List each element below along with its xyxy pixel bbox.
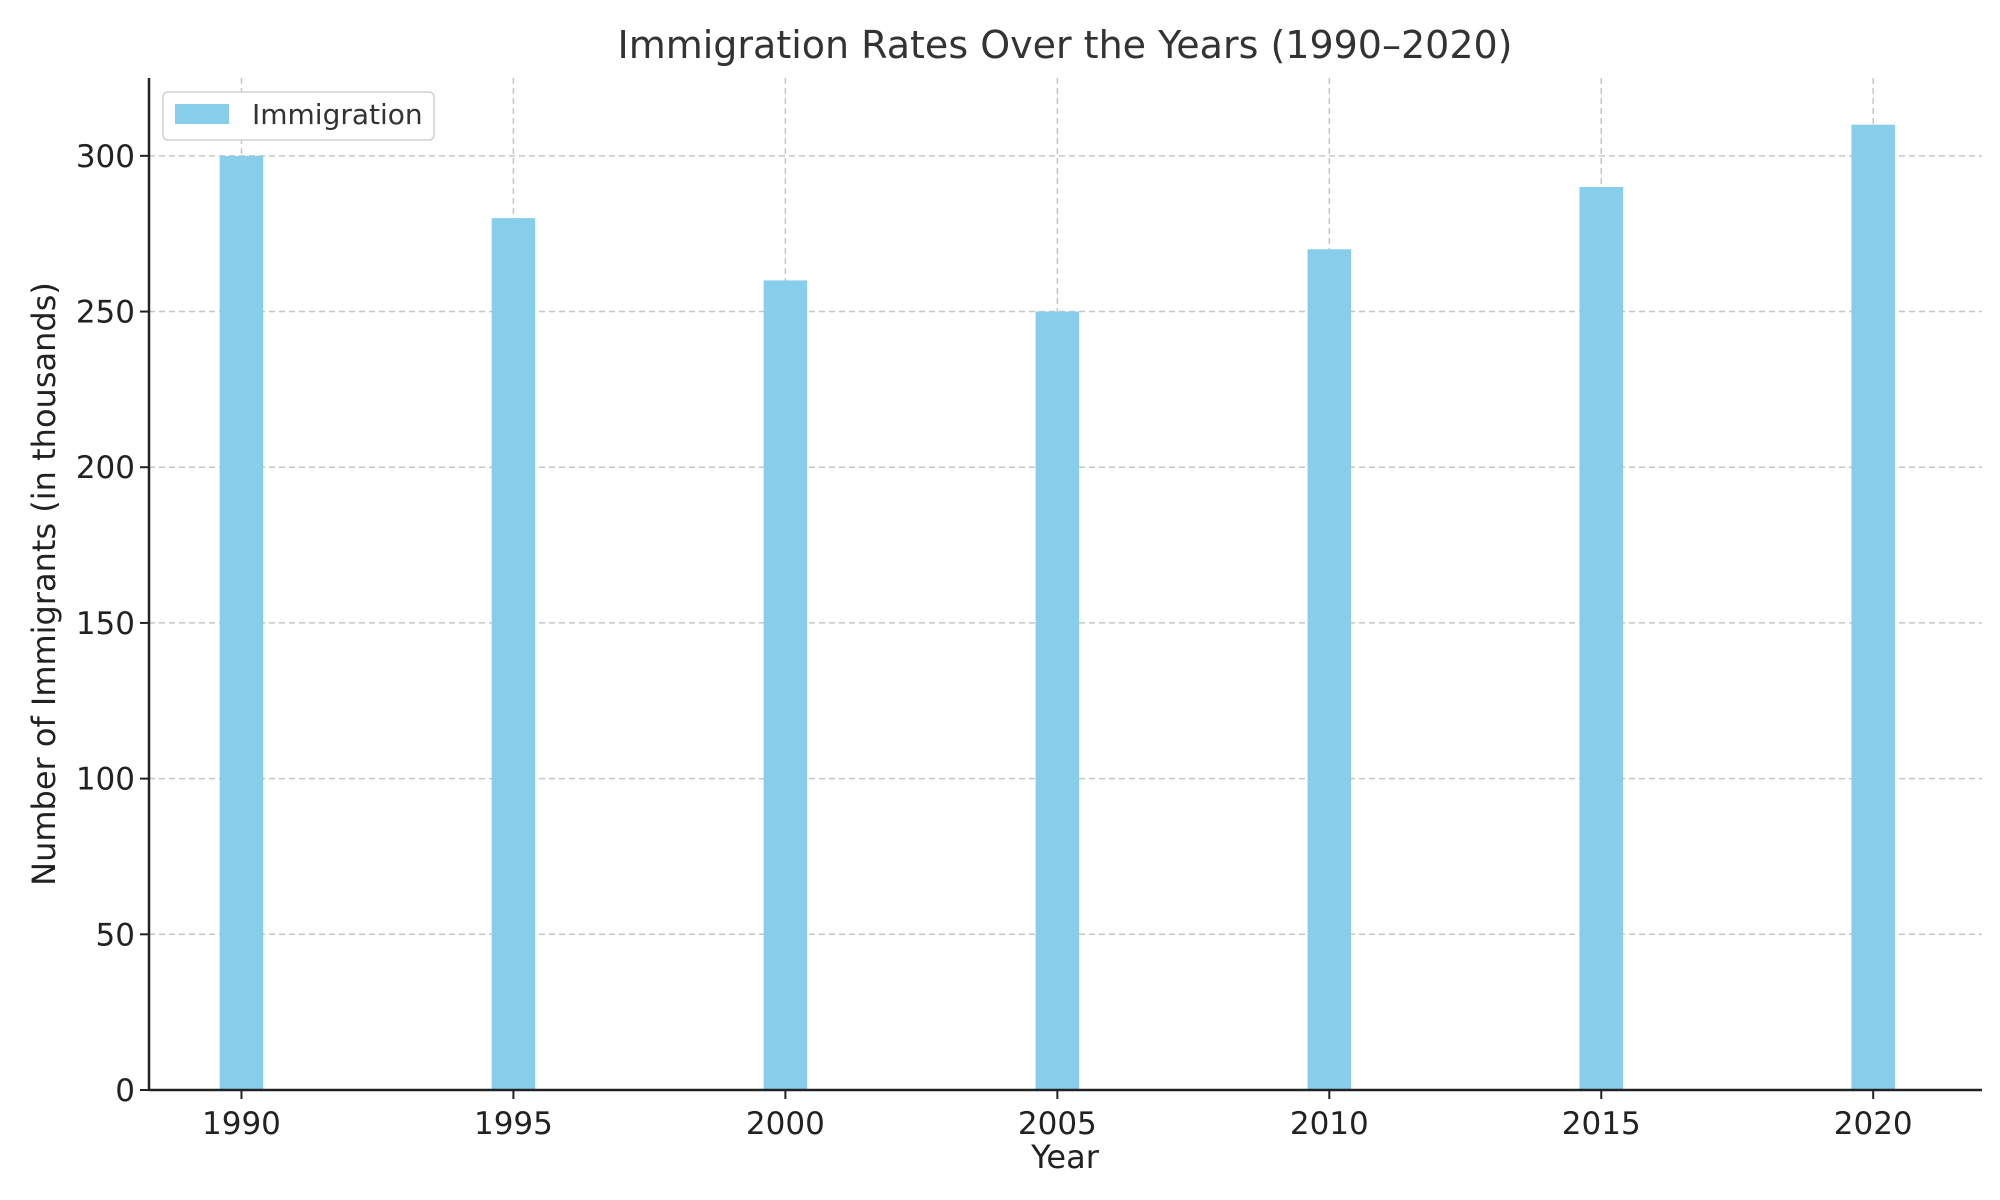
x-tick-label: 1990 [202,1106,281,1142]
bars [219,124,1895,1091]
y-tick-label: 150 [76,606,135,642]
bar-2000 [763,280,808,1090]
y-tick-label: 0 [115,1073,135,1109]
x-tick-label: 2020 [1834,1106,1913,1142]
x-tick-label: 2010 [1290,1106,1369,1142]
bar-1990 [219,155,264,1090]
y-tick-label: 300 [76,139,135,175]
x-tick-label: 2005 [1018,1106,1097,1142]
x-tick-label: 2015 [1562,1106,1641,1142]
y-axis-ticks: 0 50 100 150 200 250 300 [76,139,149,1109]
x-axis-ticks: 1990 1995 2000 2005 2010 2015 2020 [202,1090,1913,1142]
bar-2020 [1851,124,1895,1090]
x-axis-label: Year [1030,1138,1100,1176]
x-tick-label: 2000 [746,1106,825,1142]
y-tick-label: 200 [76,450,135,486]
y-tick-label: 50 [96,917,135,953]
x-tick-label: 1995 [474,1106,553,1142]
bar-1995 [491,218,536,1091]
y-tick-label: 100 [76,762,135,798]
bar-2005 [1035,311,1080,1090]
legend-swatch [175,104,229,124]
chart-title: Immigration Rates Over the Years (1990–2… [617,23,1512,67]
y-axis-label: Number of Immigrants (in thousands) [25,282,63,886]
legend: Immigration [162,91,435,141]
y-tick-label: 250 [76,295,135,331]
legend-label: Immigration [252,98,423,131]
bar-2015 [1579,186,1624,1090]
legend-frame [162,91,435,141]
bar-2010 [1307,249,1352,1090]
